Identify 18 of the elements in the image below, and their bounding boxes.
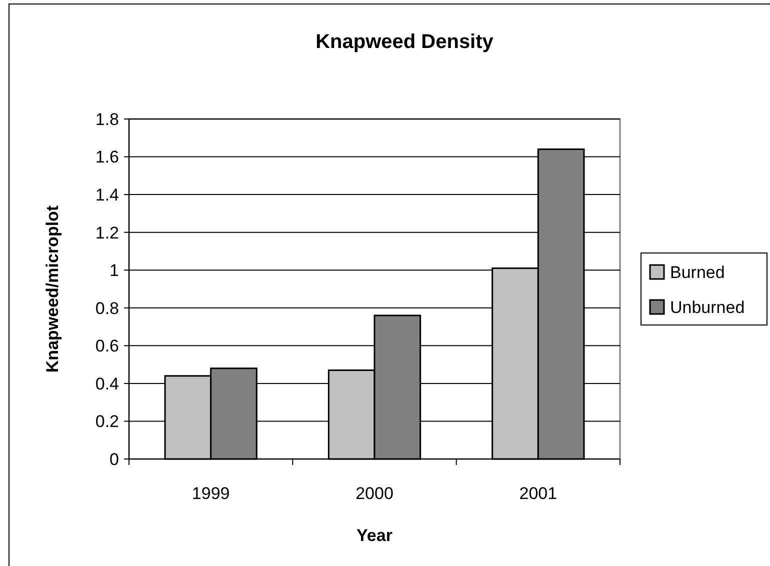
legend-label: Burned xyxy=(670,262,725,282)
x-tick-label: 2000 xyxy=(356,484,394,503)
legend-label: Unburned xyxy=(670,298,745,317)
y-tick-label: 1 xyxy=(110,261,119,280)
x-tick-label: 1999 xyxy=(192,484,230,503)
y-tick-label: 1.8 xyxy=(95,110,119,129)
x-tick-label: 2001 xyxy=(519,484,558,503)
y-tick-label: 1.2 xyxy=(95,223,119,242)
y-tick-label: 0.6 xyxy=(95,336,119,356)
y-tick-label: 1.6 xyxy=(95,148,119,167)
x-axis-title: Year xyxy=(356,526,393,545)
chart-title: Knapweed Density xyxy=(316,31,494,53)
y-tick-label: 0 xyxy=(110,450,119,469)
y-tick-label: 0.8 xyxy=(95,298,119,318)
y-tick-label: 1.4 xyxy=(95,186,119,205)
y-tick-label: 0.2 xyxy=(95,412,119,432)
y-axis-title: Knapweed/microplot xyxy=(43,205,62,373)
y-tick-label: 0.4 xyxy=(95,374,119,394)
